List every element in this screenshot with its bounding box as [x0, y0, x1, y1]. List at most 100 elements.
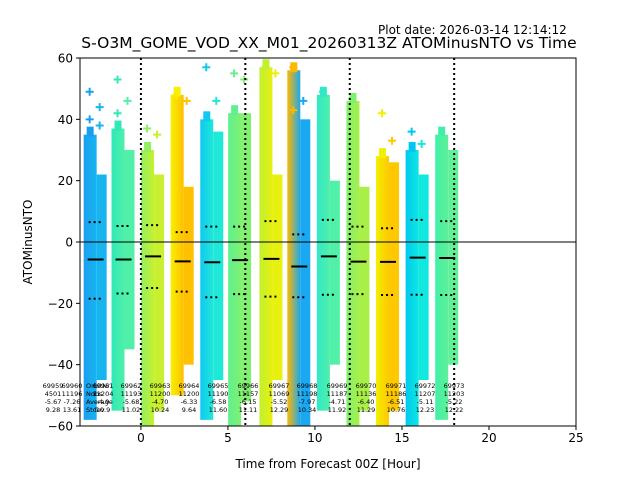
scatter-points-main: [405, 150, 419, 426]
outlier-marker: [113, 109, 122, 118]
orbit-orbit: 69968: [297, 382, 318, 390]
orbit-average: -4.70: [152, 398, 169, 406]
scatter-cluster: [170, 86, 194, 396]
orbit-average: -5.11: [417, 398, 434, 406]
outlier-marker: [318, 87, 327, 96]
stat-markers: [87, 218, 456, 300]
orbit-stdev: 12.22: [445, 406, 464, 414]
outlier-marker: [182, 96, 191, 105]
orbit-orbit: 69966: [238, 382, 259, 390]
orbit-stdev: 11.60: [209, 406, 228, 414]
vertical-dotted-lines: [139, 58, 456, 426]
stat-label: Stdev: [86, 406, 105, 414]
scatter-points-main: [435, 134, 449, 420]
scatter-points-tip: [203, 111, 211, 122]
scatter-points-tip: [114, 120, 122, 131]
orbit-orbit: 69971: [386, 382, 407, 390]
chart-title: S-O3M_GOME_VOD_XX_M01_20260313Z ATOMinus…: [81, 34, 577, 52]
orbit-stdev: 10.34: [298, 406, 317, 414]
orbit-stdev: 11.11: [239, 406, 258, 414]
outlier-marker: [261, 63, 270, 72]
scatter-cluster: [200, 63, 224, 420]
orbit-nobs: 11200: [150, 390, 171, 398]
scatter-cluster: [111, 75, 135, 411]
orbit-nobs: 11190: [208, 390, 229, 398]
scatter-cluster: [287, 62, 311, 427]
y-tick-label: 0: [65, 236, 73, 250]
orbit-nobs: 11193: [121, 390, 142, 398]
orbit-nobs: 11187: [327, 390, 348, 398]
orbit-orbit: 69970: [356, 382, 377, 390]
orbit-nobs: 11196: [62, 390, 83, 398]
scatter-points-sub: [329, 180, 340, 365]
outlier-marker: [417, 139, 426, 148]
stat-label: Nobs: [86, 390, 103, 398]
orbit-nobs: 11069: [269, 390, 290, 398]
stat-label: OrbitNr: [86, 382, 110, 390]
scatter-points-main: [376, 156, 390, 426]
x-tick-label: 20: [481, 431, 496, 445]
y-tick-label: −20: [48, 297, 73, 311]
scatter-points-main: [346, 100, 360, 426]
orbit-orbit: 69964: [179, 382, 200, 390]
orbit-average: -5.22: [446, 398, 463, 406]
scatter-points-sub: [272, 174, 283, 380]
outlier-marker: [113, 75, 122, 84]
outlier-marker: [95, 103, 104, 112]
outlier-marker: [388, 136, 397, 145]
x-axis-ticks: 0 5 10 15 20 25: [137, 426, 584, 445]
orbit-stdev: 10.24: [151, 406, 170, 414]
orbit-orbit: 69962: [121, 382, 142, 390]
orbit-nobs: 11200: [179, 390, 200, 398]
scatter-points-sub: [96, 174, 107, 380]
orbit-stdev: 9.64: [182, 406, 196, 414]
scatter-points-main: [170, 94, 184, 396]
outlier-marker: [271, 69, 280, 78]
orbit-nobs: 11207: [415, 390, 436, 398]
y-tick-label: −60: [48, 420, 73, 434]
scatter-points-main: [200, 119, 214, 420]
y-axis-label: ATOMinusNTO: [21, 200, 35, 285]
outlier-marker: [230, 69, 239, 78]
x-axis-label: Time from Forecast 00Z [Hour]: [234, 457, 420, 471]
scatter-points-sub: [154, 174, 165, 411]
orbit-nobs: 11198: [297, 390, 318, 398]
orbit-stdev: 12.23: [416, 406, 435, 414]
scatter-cluster: [316, 86, 340, 411]
orbit-stdev: 10.9: [96, 406, 110, 414]
orbit-stdev: 11.29: [357, 406, 376, 414]
scatter-cluster: [83, 87, 107, 420]
x-tick-label: 15: [394, 431, 409, 445]
x-tick-label: 10: [307, 431, 322, 445]
outlier-marker: [240, 75, 249, 84]
plot-date: Plot date: 2026-03-14 12:14:12: [378, 23, 567, 37]
orbit-orbit: 69967: [269, 382, 290, 390]
orbit-annotations: 699594501-5.679.286996011196-7.2613.6169…: [43, 382, 465, 414]
orbit-stdev: 13.61: [63, 406, 82, 414]
scatter-points-tip: [408, 142, 416, 152]
orbit-stdev: 12.29: [270, 406, 289, 414]
scatter-points-sub: [300, 119, 311, 426]
orbit-average: -6.33: [181, 398, 198, 406]
y-tick-label: −40: [48, 358, 73, 372]
scatter-points-sub: [213, 131, 224, 380]
orbit-orbit: 69963: [150, 382, 171, 390]
y-tick-label: 20: [58, 174, 73, 188]
orbit-average: -6.15: [240, 398, 257, 406]
scatter-points-tip: [379, 148, 387, 159]
orbit-stdev: 10.76: [387, 406, 406, 414]
scatter-points-tip: [144, 142, 152, 152]
orbit-stdev: 11.02: [122, 406, 141, 414]
